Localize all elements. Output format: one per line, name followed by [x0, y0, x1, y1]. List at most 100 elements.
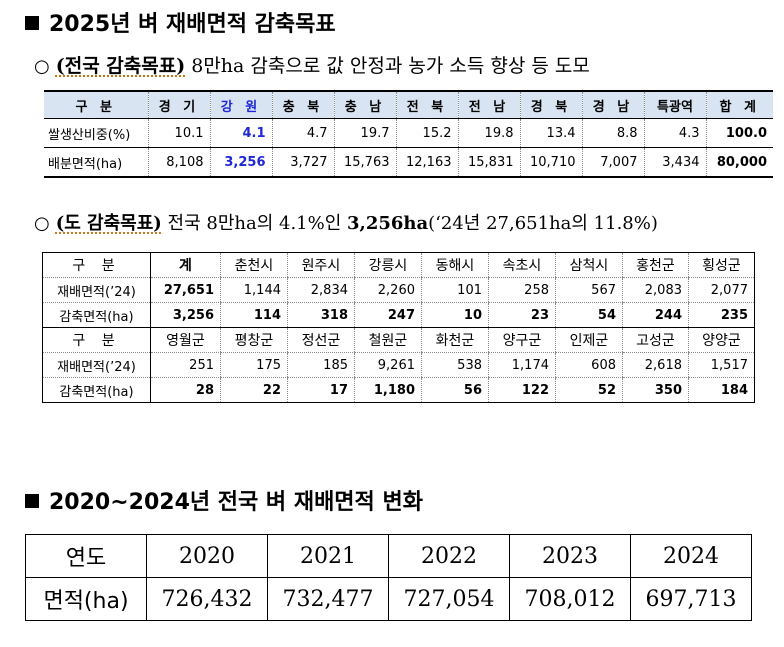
header-cell: 양구군 [488, 327, 556, 353]
row-label: 감축면적(ha) [42, 377, 151, 403]
table-cell: 22 [220, 377, 288, 403]
header-cell: 원주시 [287, 252, 355, 278]
table-cell: 3,727 [271, 147, 334, 178]
table-cell: 726,432 [146, 577, 268, 621]
table-cell: 17 [287, 377, 355, 403]
row-label: 재배면적(’24) [42, 352, 151, 378]
header-cell: 전 북 [395, 90, 458, 119]
header-cell: 영월군 [150, 327, 221, 353]
table-cell: 235 [688, 302, 755, 328]
table-cell: 10 [421, 302, 489, 328]
table-cell: 114 [220, 302, 288, 328]
table-cell: 697,713 [630, 577, 752, 621]
table-cell: 2,834 [287, 277, 355, 303]
table-cell: 567 [555, 277, 623, 303]
table-row: 배분면적(ha) 8,108 3,256 3,727 15,763 12,163… [44, 147, 773, 178]
header-cell: 속초시 [488, 252, 556, 278]
table-cell: 15.2 [395, 118, 458, 148]
table-cell: 727,054 [388, 577, 510, 621]
national-goal-label: (전국 감축목표) [55, 55, 186, 77]
table-cell: 185 [287, 352, 355, 378]
table-cell: 56 [421, 377, 489, 403]
table-cell: 9,261 [354, 352, 422, 378]
header-cell: 전 남 [457, 90, 520, 119]
table-cell: 538 [421, 352, 489, 378]
table-cell: 3,256 [209, 147, 272, 178]
header-cell: 고성군 [622, 327, 689, 353]
table-cell: 1,144 [220, 277, 288, 303]
table-cell: 19.7 [333, 118, 396, 148]
header-cell: 구 분 [42, 252, 151, 278]
table-row: 쌀생산비중(%) 10.1 4.1 4.7 19.7 15.2 19.8 13.… [44, 118, 773, 148]
table-header-row: 구 분 경 기 강 원 충 북 충 남 전 북 전 남 경 북 경 남 특광역 … [44, 90, 773, 119]
header-cell: 경 남 [581, 90, 644, 119]
table-cell: 350 [622, 377, 689, 403]
table-cell: 54 [555, 302, 623, 328]
yearly-area-table: 연도 2020 2021 2022 2023 2024 면적(ha) 726,4… [25, 534, 752, 621]
table-cell: 2,083 [622, 277, 689, 303]
province-goal-line: ○ (도 감축목표) 전국 8만ha의 4.1%인 3,256ha(‘24년 27… [34, 209, 658, 235]
table-cell: 2,618 [622, 352, 689, 378]
table-cell: 2,077 [688, 277, 755, 303]
table-cell: 10,710 [519, 147, 582, 178]
header-cell: 계 [150, 252, 221, 278]
table-header-row: 연도 2020 2021 2022 2023 2024 [25, 534, 752, 578]
table-cell: 608 [555, 352, 623, 378]
table-row: 감축면적(ha) 28 22 17 1,180 56 122 52 350 18… [42, 377, 755, 403]
table-cell: 10.1 [147, 118, 210, 148]
table-row: 재배면적(’24) 27,651 1,144 2,834 2,260 101 2… [42, 277, 755, 303]
circle-bullet-icon: ○ [34, 56, 50, 77]
table-cell: 247 [354, 302, 422, 328]
square-bullet-icon [25, 16, 39, 30]
table-cell: 4.7 [271, 118, 334, 148]
header-cell: 경 기 [147, 90, 210, 119]
table-cell: 8.8 [581, 118, 644, 148]
table-header-row: 구 분 영월군 평창군 정선군 철원군 화천군 양구군 인제군 고성군 양양군 [42, 327, 755, 353]
table-cell: 13.4 [519, 118, 582, 148]
table-cell: 23 [488, 302, 556, 328]
table-cell: 318 [287, 302, 355, 328]
header-cell: 인제군 [555, 327, 623, 353]
province-goal-tail: (‘24년 27,651ha의 11.8%) [428, 213, 658, 234]
table-cell: 2,260 [354, 277, 422, 303]
circle-bullet-icon: ○ [34, 213, 50, 234]
row-label: 배분면적(ha) [44, 147, 148, 178]
header-cell: 2022 [388, 534, 510, 578]
table-cell: 244 [622, 302, 689, 328]
header-cell: 합 계 [705, 90, 773, 119]
province-goal-value: 3,256ha [347, 213, 429, 234]
table-cell: 122 [488, 377, 556, 403]
header-cell: 철원군 [354, 327, 422, 353]
table-cell: 15,831 [457, 147, 520, 178]
section2-heading: 2020~2024년 전국 벼 재배면적 변화 [25, 484, 423, 516]
header-cell: 구 분 [44, 90, 148, 119]
table-cell: 175 [220, 352, 288, 378]
table-cell: 3,256 [150, 302, 221, 328]
header-cell: 2023 [509, 534, 631, 578]
table-cell: 15,763 [333, 147, 396, 178]
row-label: 쌀생산비중(%) [44, 118, 148, 148]
header-cell: 횡성군 [688, 252, 755, 278]
header-cell: 경 북 [519, 90, 582, 119]
header-cell: 삼척시 [555, 252, 623, 278]
table-cell: 258 [488, 277, 556, 303]
header-cell: 2021 [267, 534, 389, 578]
national-allocation-table: 구 분 경 기 강 원 충 북 충 남 전 북 전 남 경 북 경 남 특광역 … [44, 90, 773, 178]
province-allocation-table: 구 분 계 춘천시 원주시 강릉시 동해시 속초시 삼척시 홍천군 횡성군 재배… [42, 252, 755, 403]
table-cell: 732,477 [267, 577, 389, 621]
table-cell: 708,012 [509, 577, 631, 621]
square-bullet-icon [25, 494, 39, 508]
header-cell: 정선군 [287, 327, 355, 353]
table-cell: 4.1 [209, 118, 272, 148]
table-row: 재배면적(’24) 251 175 185 9,261 538 1,174 60… [42, 352, 755, 378]
header-cell: 춘천시 [220, 252, 288, 278]
header-cell: 강릉시 [354, 252, 422, 278]
row-label: 재배면적(’24) [42, 277, 151, 303]
header-cell: 홍천군 [622, 252, 689, 278]
table-cell: 12,163 [395, 147, 458, 178]
table-cell: 52 [555, 377, 623, 403]
table-cell: 7,007 [581, 147, 644, 178]
national-goal-line: ○ (전국 감축목표) 8만ha 감축으로 값 안정과 농가 소득 향상 등 도모 [34, 51, 590, 78]
table-header-row: 구 분 계 춘천시 원주시 강릉시 동해시 속초시 삼척시 홍천군 횡성군 [42, 252, 755, 278]
table-cell: 1,517 [688, 352, 755, 378]
